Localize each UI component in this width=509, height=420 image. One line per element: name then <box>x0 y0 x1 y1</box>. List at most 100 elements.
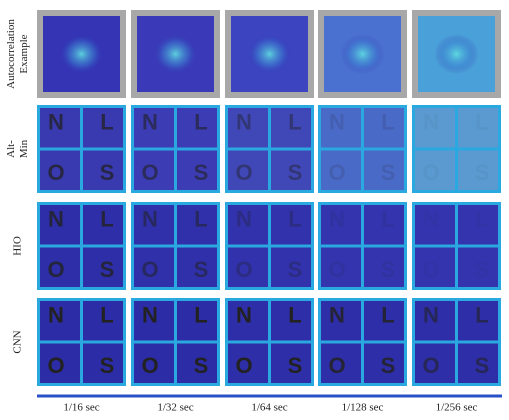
glyph: N <box>423 207 439 232</box>
glyph: O <box>328 257 345 282</box>
glyph: N <box>142 207 158 232</box>
panel-cell <box>83 150 123 190</box>
panel-cell <box>134 108 174 148</box>
panel-cell <box>321 301 361 341</box>
glyph: S <box>475 257 490 282</box>
panel-cell <box>415 150 455 190</box>
panel-cell <box>364 108 404 148</box>
column-label: 1/64 sec <box>251 402 287 414</box>
glyph: N <box>423 303 439 328</box>
panel-cell <box>364 247 404 287</box>
glyph: L <box>475 303 488 328</box>
panel-cell <box>228 247 268 287</box>
row-label: CNN <box>12 330 24 353</box>
panel-cell <box>321 205 361 245</box>
glyph: S <box>100 257 115 282</box>
glyph: S <box>100 353 115 378</box>
glyph: S <box>381 353 396 378</box>
row-label: Example <box>18 34 30 73</box>
panel-cell <box>415 247 455 287</box>
glyph: N <box>329 207 345 232</box>
panel-cell <box>40 301 80 341</box>
glyph: N <box>329 110 345 135</box>
panel-cell <box>177 150 217 190</box>
glyph: S <box>288 353 303 378</box>
panel-cell <box>321 247 361 287</box>
column-label: 1/128 sec <box>342 402 384 414</box>
autocorr-glow <box>434 34 479 74</box>
panel-cell <box>134 205 174 245</box>
panel-cell <box>271 205 311 245</box>
panel-cell <box>458 205 498 245</box>
panel-cell <box>364 205 404 245</box>
panel-cell <box>364 343 404 383</box>
panel-cell <box>134 150 174 190</box>
panel-cell <box>458 108 498 148</box>
panel-cell <box>415 343 455 383</box>
panel-cell <box>40 247 80 287</box>
panel-cell <box>228 150 268 190</box>
panel-cell <box>177 247 217 287</box>
glyph: O <box>47 257 64 282</box>
row-label: HIO <box>12 236 24 256</box>
glyph: O <box>141 353 158 378</box>
panel-cell <box>458 150 498 190</box>
glyph: O <box>47 160 64 185</box>
glyph: O <box>141 257 158 282</box>
glyph: O <box>422 257 439 282</box>
glyph: O <box>141 160 158 185</box>
glyph: S <box>288 257 303 282</box>
glyph: O <box>235 160 252 185</box>
glyph: N <box>142 110 158 135</box>
glyph: O <box>47 353 64 378</box>
panel-cell <box>228 108 268 148</box>
panel-cell <box>228 205 268 245</box>
panel-cell <box>271 247 311 287</box>
glyph: S <box>381 257 396 282</box>
panel-cell <box>321 150 361 190</box>
panel-cell <box>177 108 217 148</box>
panel-cell <box>177 301 217 341</box>
panel-cell <box>40 150 80 190</box>
panel-cell <box>83 247 123 287</box>
glyph: N <box>236 207 252 232</box>
panel-cell <box>134 301 174 341</box>
glyph: S <box>100 160 115 185</box>
glyph: L <box>194 303 207 328</box>
glyph: N <box>48 110 64 135</box>
panel-cell <box>321 343 361 383</box>
glyph: N <box>48 303 64 328</box>
panel-cell <box>228 343 268 383</box>
glyph: S <box>475 160 490 185</box>
panel-cell <box>271 301 311 341</box>
panel-cell <box>40 108 80 148</box>
glyph: L <box>194 207 207 232</box>
column-label: 1/256 sec <box>436 402 478 414</box>
row-label: Autocorrelation <box>5 19 17 89</box>
panel-cell <box>321 108 361 148</box>
glyph: N <box>142 303 158 328</box>
glyph: L <box>475 110 488 135</box>
glyph: L <box>288 303 301 328</box>
panel-cell <box>415 108 455 148</box>
panel-cell <box>228 301 268 341</box>
autocorr-glow <box>340 34 385 74</box>
glyph: L <box>100 303 113 328</box>
panel-cell <box>364 301 404 341</box>
panel-cell <box>40 343 80 383</box>
glyph: L <box>100 207 113 232</box>
column-label: 1/16 sec <box>63 402 99 414</box>
glyph: O <box>328 353 345 378</box>
glyph: N <box>48 207 64 232</box>
glyph: S <box>194 160 209 185</box>
glyph: O <box>235 257 252 282</box>
autocorr-glow <box>153 34 198 74</box>
glyph: S <box>475 353 490 378</box>
panel-cell <box>458 247 498 287</box>
panel-cell <box>458 343 498 383</box>
glyph: L <box>381 303 394 328</box>
glyph: N <box>423 110 439 135</box>
row-label: Min <box>18 139 30 158</box>
panel-cell <box>458 301 498 341</box>
